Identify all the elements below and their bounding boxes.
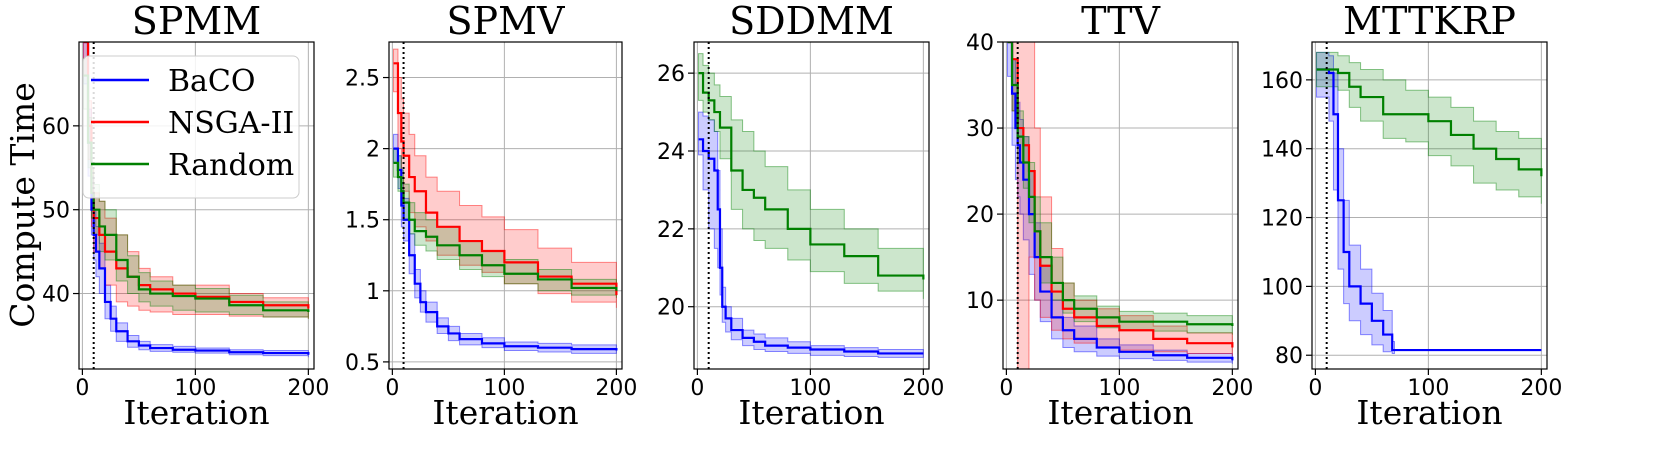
series-line-baco [1316, 68, 1542, 352]
x-tick-label: 200 [902, 376, 944, 401]
x-tick-label: 0 [385, 376, 399, 401]
band-baco [1007, 42, 1233, 364]
panel-ttv: 0 100 200 10 20 30 40 TTV Iteration [966, 0, 1253, 432]
series-line-baco [698, 138, 924, 355]
panel-title: SPMV [447, 0, 566, 43]
series-line-random [698, 72, 925, 280]
y-tick-label: 2 [366, 138, 380, 163]
y-tick-label: 0.5 [345, 351, 380, 376]
panel-spmv: 0 100 200 0.5 1 1.5 2 2.5 SPMV Iteration [345, 0, 637, 432]
x-tick-label: 100 [789, 376, 831, 401]
legend-label-baco: BaCO [168, 64, 255, 99]
x-tick-label: 100 [174, 376, 216, 401]
y-tick-label: 80 [1275, 344, 1303, 369]
series-line-nsga-ii [393, 62, 618, 296]
x-tick-label: 200 [287, 376, 329, 401]
panel-title: TTV [1081, 0, 1160, 43]
y-tick-label: 50 [42, 199, 70, 224]
y-tick-label: 10 [966, 289, 994, 314]
y-axis-label: Compute Time [3, 82, 42, 327]
band-random [83, 58, 309, 319]
x-tick-label: 0 [999, 376, 1013, 401]
x-tick-label: 200 [1520, 376, 1562, 401]
y-tick-label: 1 [366, 280, 380, 305]
series-line-nsga-ii [1007, 42, 1234, 348]
y-tick-label: 2.5 [345, 67, 380, 92]
x-tick-label: 100 [1098, 376, 1140, 401]
legend: BaCO NSGA-II Random [82, 55, 300, 199]
panel-frame [693, 41, 930, 370]
plot-area-sddmm [698, 42, 925, 369]
panel-sddmm: 0 100 200 20 22 24 26 SDDMM Iteration [657, 0, 944, 432]
plot-area-spmv [392, 42, 618, 369]
series-line-random [393, 161, 618, 291]
panel-title: SPMM [132, 0, 261, 43]
panel-mttkrp: 0 100 200 80 100 120 140 160 MTTKRP Iteration [1261, 0, 1562, 432]
y-tick-label: 140 [1261, 138, 1303, 163]
y-tick-label: 26 [657, 62, 685, 87]
y-tick-label: 100 [1261, 275, 1303, 300]
series-line-random [1007, 42, 1234, 326]
x-tick-label: 100 [483, 376, 525, 401]
series-line-random [1316, 68, 1543, 177]
y-tick-label: 60 [42, 115, 70, 140]
y-tick-label: 20 [966, 203, 994, 228]
panel-frame [1311, 41, 1548, 370]
x-axis-label: Iteration [432, 393, 578, 432]
y-tick-label: 24 [657, 140, 685, 165]
x-tick-label: 200 [595, 376, 637, 401]
y-tick-label: 40 [42, 283, 70, 308]
panel-frame [1002, 41, 1239, 370]
legend-label-nsga-ii: NSGA-II [168, 106, 294, 141]
y-tick-label: 30 [966, 117, 994, 142]
series-line-baco [393, 147, 618, 351]
legend-label-random: Random [168, 148, 294, 183]
x-tick-label: 0 [75, 376, 89, 401]
panel-title: SDDMM [729, 0, 894, 43]
plot-area-mttkrp [1316, 42, 1543, 369]
y-tick-label: 22 [657, 218, 685, 243]
x-tick-label: 0 [690, 376, 704, 401]
y-tick-label: 120 [1261, 207, 1303, 232]
panel-title: MTTKRP [1343, 0, 1516, 43]
x-axis-label: Iteration [1047, 393, 1193, 432]
y-tick-label: 20 [657, 296, 685, 321]
plot-area-ttv [1007, 42, 1234, 369]
legend-box [82, 55, 300, 199]
band-baco [698, 111, 924, 358]
y-tick-label: 160 [1261, 69, 1303, 94]
x-axis-label: Iteration [738, 393, 884, 432]
x-tick-label: 200 [1211, 376, 1253, 401]
y-tick-label: 1.5 [345, 209, 380, 234]
band-random [1316, 51, 1542, 204]
x-tick-label: 100 [1407, 376, 1449, 401]
band-random [698, 53, 924, 299]
x-axis-label: Iteration [1356, 393, 1502, 432]
x-axis-label: Iteration [123, 393, 269, 432]
x-tick-label: 0 [1308, 376, 1322, 401]
panel-frame [78, 41, 315, 370]
panel-frame [388, 41, 623, 370]
y-tick-label: 40 [966, 31, 994, 56]
